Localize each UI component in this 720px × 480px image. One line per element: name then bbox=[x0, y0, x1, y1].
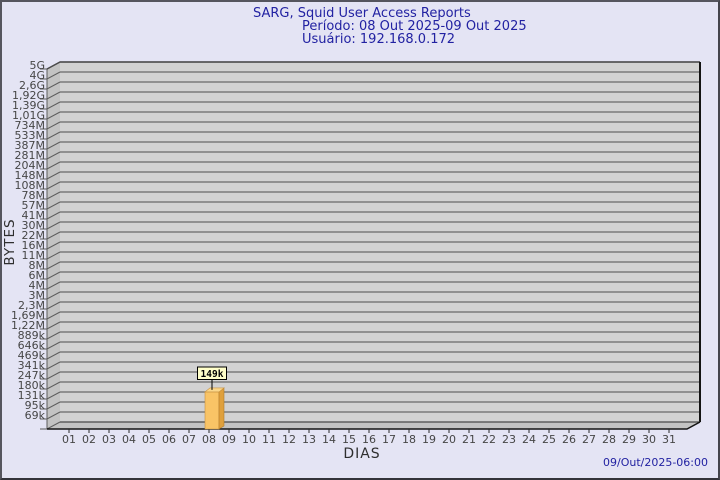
y-tick-label: 2,6G bbox=[19, 79, 45, 92]
x-tick-label: 21 bbox=[462, 433, 476, 446]
chart-title: SARG, Squid User Access Reports bbox=[253, 6, 471, 21]
plot-floor bbox=[47, 422, 700, 429]
y-tick-label: 6M bbox=[29, 269, 46, 282]
x-tick-label: 04 bbox=[122, 433, 136, 446]
chart-period: Período: 08 Out 2025-09 Out 2025 bbox=[302, 19, 527, 34]
bar-side-face bbox=[218, 387, 225, 430]
y-tick-label: 57M bbox=[22, 199, 46, 212]
y-tick-label: 148M bbox=[15, 169, 46, 182]
x-tick-label: 20 bbox=[442, 433, 456, 446]
y-tick-label: 1,69M bbox=[11, 309, 45, 322]
y-tick-label: 180k bbox=[18, 379, 46, 392]
y-tick-label: 1,92G bbox=[12, 89, 45, 102]
y-tick-label: 2,3M bbox=[18, 299, 45, 312]
x-tick-label: 27 bbox=[582, 433, 596, 446]
x-tick-label: 02 bbox=[82, 433, 96, 446]
y-tick-label: 30M bbox=[22, 219, 46, 232]
y-tick-label: 889k bbox=[18, 329, 46, 342]
y-tick-label: 469k bbox=[18, 349, 46, 362]
x-tick-label: 16 bbox=[362, 433, 376, 446]
y-tick-label: 204M bbox=[15, 159, 46, 172]
y-tick-label: 533M bbox=[15, 129, 46, 142]
y-tick-label: 1,39G bbox=[12, 99, 45, 112]
bar-value-box bbox=[197, 366, 227, 380]
report-timestamp: 09/Out/2025-06:00 bbox=[602, 456, 708, 469]
chart-user: Usuário: 192.168.0.172 bbox=[302, 32, 456, 47]
x-tick-label: 14 bbox=[322, 433, 336, 446]
bar-top-face bbox=[204, 387, 225, 393]
plot-top-edge bbox=[46, 61, 700, 70]
x-axis-title: DIAS bbox=[343, 446, 381, 462]
x-tick-label: 12 bbox=[282, 433, 296, 446]
x-tick-label: 15 bbox=[342, 433, 356, 446]
x-tick-label: 09 bbox=[222, 433, 236, 446]
x-tick-label: 23 bbox=[502, 433, 516, 446]
y-tick-label: 108M bbox=[15, 179, 46, 192]
bar-value-label: 149k bbox=[201, 369, 224, 380]
y-tick-label: 281M bbox=[15, 149, 46, 162]
y-tick-label: 8M bbox=[29, 259, 46, 272]
y-tick-label: 1,01G bbox=[12, 109, 45, 122]
x-tick-label: 24 bbox=[522, 433, 536, 446]
y-tick-label: 69k bbox=[25, 409, 46, 422]
x-tick-label: 26 bbox=[562, 433, 576, 446]
x-tick-label: 31 bbox=[662, 433, 676, 446]
y-tick-label: 11M bbox=[22, 249, 46, 262]
x-tick-label: 06 bbox=[162, 433, 176, 446]
y-axis-title: BYTES bbox=[2, 218, 18, 265]
x-tick-label: 07 bbox=[182, 433, 196, 446]
x-tick-label: 25 bbox=[542, 433, 556, 446]
y-tick-label: 131k bbox=[18, 389, 46, 402]
y-tick-label: 4G bbox=[29, 69, 45, 82]
x-tick-label: 28 bbox=[602, 433, 616, 446]
bar-front-face bbox=[204, 391, 220, 430]
y-tick-label: 247k bbox=[18, 369, 46, 382]
x-tick-label: 10 bbox=[242, 433, 256, 446]
y-tick-label: 78M bbox=[22, 189, 46, 202]
x-tick-label: 29 bbox=[622, 433, 636, 446]
x-tick-label: 01 bbox=[62, 433, 76, 446]
x-tick-label: 08 bbox=[202, 433, 216, 446]
y-tick-label: 1,22M bbox=[11, 319, 45, 332]
x-tick-label: 22 bbox=[482, 433, 496, 446]
x-tick-label: 17 bbox=[382, 433, 396, 446]
y-tick-label: 3M bbox=[29, 289, 46, 302]
y-tick-label: 41M bbox=[22, 209, 46, 222]
y-tick-label: 22M bbox=[22, 229, 46, 242]
x-tick-label: 03 bbox=[102, 433, 116, 446]
y-tick-label: 4M bbox=[29, 279, 46, 292]
y-tick-label: 341k bbox=[18, 359, 46, 372]
x-axis-line bbox=[47, 421, 701, 430]
x-tick-label: 05 bbox=[142, 433, 156, 446]
y-tick-label: 5G bbox=[29, 59, 45, 72]
y-tick-label: 16M bbox=[22, 239, 46, 252]
x-tick-label: 13 bbox=[302, 433, 316, 446]
y-tick-label: 95k bbox=[25, 399, 46, 412]
x-tick-label: 11 bbox=[262, 433, 276, 446]
x-tick-label: 30 bbox=[642, 433, 656, 446]
y-tick-label: 387M bbox=[15, 139, 46, 152]
x-tick-label: 18 bbox=[402, 433, 416, 446]
y-tick-label: 734M bbox=[15, 119, 46, 132]
y-tick-label: 646k bbox=[18, 339, 46, 352]
x-tick-label: 19 bbox=[422, 433, 436, 446]
